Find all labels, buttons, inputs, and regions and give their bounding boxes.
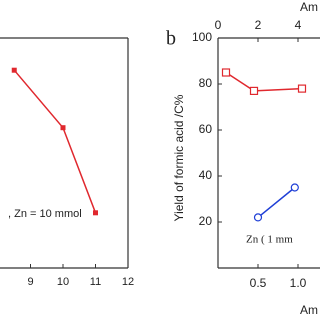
x2-tick-label: 2 <box>255 18 262 32</box>
x-tick-label: 10 <box>57 276 69 288</box>
x-tick-label: 0.5 <box>250 276 267 290</box>
marker <box>297 84 307 93</box>
y-tick-label: 100 <box>192 30 212 44</box>
y-tick-label: 40 <box>199 168 213 182</box>
data-line <box>13 69 97 214</box>
y-axis-label: Yield of formic acid /C% <box>172 94 186 221</box>
data-line <box>257 186 296 218</box>
y-tick-label: 20 <box>199 214 213 228</box>
x2-axis-label: Am <box>300 0 318 14</box>
marker <box>221 68 231 77</box>
x-tick-label: 11 <box>90 276 101 288</box>
x-tick-label: 1.0 <box>290 276 307 290</box>
marker <box>60 125 66 131</box>
x-axis-label: Am <box>300 303 318 317</box>
y-tick-label: 80 <box>199 76 213 90</box>
marker <box>290 183 299 192</box>
marker <box>253 213 263 222</box>
x2-tick-label: 0 <box>215 18 222 32</box>
x-tick-label: 9 <box>27 276 33 288</box>
y-tick-label: 60 <box>199 122 213 136</box>
annotation: , Zn = 10 mmol <box>8 208 82 220</box>
marker <box>11 67 17 73</box>
marker <box>249 86 259 96</box>
data-line <box>225 71 303 92</box>
marker <box>93 210 98 216</box>
legend-label: Zn ( 1 mm <box>246 234 293 246</box>
panel-label: b <box>166 28 176 50</box>
x2-tick-label: 4 <box>295 18 302 32</box>
x-tick-label: 12 <box>122 276 134 288</box>
